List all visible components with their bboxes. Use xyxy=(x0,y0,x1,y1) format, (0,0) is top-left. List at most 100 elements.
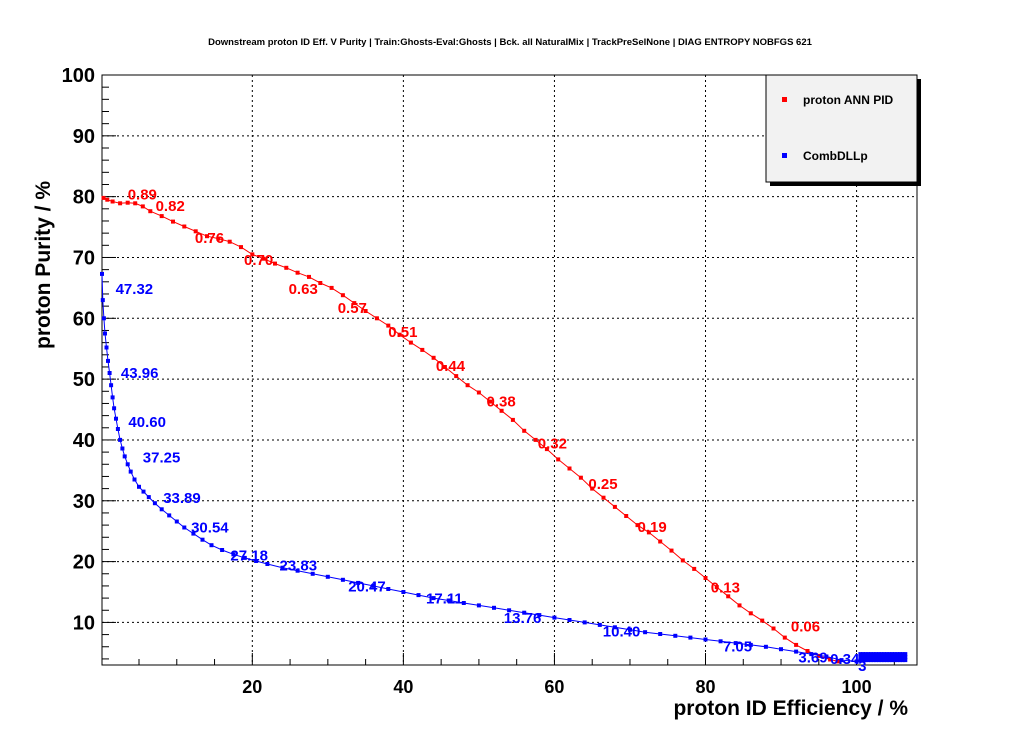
y-tick-label-40: 40 xyxy=(73,430,95,452)
y-axis-title: proton Purity / % xyxy=(32,181,55,349)
data-point xyxy=(748,611,753,616)
data-point xyxy=(254,559,259,563)
data-point xyxy=(110,395,115,400)
data-point xyxy=(133,201,138,206)
data-point xyxy=(748,642,753,647)
data-point xyxy=(871,658,876,663)
data-point xyxy=(408,340,413,345)
data-label: 0.76 xyxy=(195,230,224,247)
grid xyxy=(102,75,917,665)
data-label: 0.32 xyxy=(538,436,567,453)
data-point xyxy=(476,603,481,608)
data-point xyxy=(835,659,840,664)
data-point xyxy=(863,658,868,663)
data-point xyxy=(128,469,133,474)
data-point xyxy=(680,558,685,563)
data-label: 20.47 xyxy=(348,578,386,595)
data-point xyxy=(310,571,315,576)
data-label: 0.70 xyxy=(244,252,273,269)
data-point xyxy=(868,652,873,657)
series-1 xyxy=(100,271,908,664)
data-point xyxy=(454,374,459,379)
data-point xyxy=(794,649,799,654)
data-point xyxy=(601,495,606,500)
data-point xyxy=(876,655,881,660)
data-point xyxy=(624,514,629,518)
data-point xyxy=(152,501,157,506)
data-label: 17.11 xyxy=(426,591,463,608)
data-point xyxy=(141,489,146,494)
data-label: 13.76 xyxy=(504,610,542,627)
data-point xyxy=(476,390,481,395)
data-point xyxy=(492,605,496,610)
y-tick-label-20: 20 xyxy=(73,552,95,574)
data-point xyxy=(809,652,814,657)
data-point xyxy=(763,644,768,649)
data-point xyxy=(858,658,863,663)
y-tick-label-100: 100 xyxy=(62,65,95,87)
data-point xyxy=(733,641,738,646)
data-point xyxy=(115,427,120,431)
data-point xyxy=(884,655,889,660)
data-point xyxy=(884,658,889,663)
data-point xyxy=(903,655,908,660)
data-point xyxy=(401,590,406,594)
data-point xyxy=(499,408,504,413)
data-point xyxy=(643,630,648,635)
data-point xyxy=(866,655,871,660)
data-point xyxy=(522,428,527,433)
data-point xyxy=(159,507,164,512)
data-point xyxy=(863,652,868,657)
data-point xyxy=(125,462,130,467)
data-label: 0.51 xyxy=(388,324,417,341)
data-point xyxy=(861,655,865,660)
y-tick-label-70: 70 xyxy=(73,247,95,269)
data-point xyxy=(239,245,243,250)
data-point xyxy=(220,548,225,552)
data-label: 0.44 xyxy=(436,358,466,375)
data-point xyxy=(227,239,232,244)
data-point xyxy=(892,658,897,663)
data-point xyxy=(101,195,106,200)
data-point xyxy=(174,519,179,524)
data-point xyxy=(612,625,617,630)
data-point xyxy=(578,475,583,480)
data-point xyxy=(887,655,892,660)
data-point xyxy=(903,658,908,663)
data-point xyxy=(250,252,255,257)
data-point xyxy=(858,652,863,657)
data-point xyxy=(779,647,783,652)
data-point xyxy=(879,658,884,663)
data-point xyxy=(895,652,900,657)
data-label: 27.18 xyxy=(230,547,268,564)
data-point xyxy=(760,618,765,623)
data-point xyxy=(118,437,123,442)
data-point xyxy=(340,293,345,298)
data-point xyxy=(295,568,300,573)
data-point xyxy=(125,200,130,205)
data-point xyxy=(325,574,330,579)
data-point xyxy=(137,484,141,489)
x-tick-label-100: 100 xyxy=(842,677,872,697)
y-tick-label-30: 30 xyxy=(73,491,95,513)
data-label: 0.06 xyxy=(791,619,820,636)
data-point xyxy=(374,316,379,321)
data-point xyxy=(105,197,110,202)
data-point xyxy=(816,653,821,658)
data-point xyxy=(242,555,247,560)
data-point xyxy=(265,562,270,566)
data-point xyxy=(295,270,300,275)
data-point xyxy=(882,658,887,663)
data-point xyxy=(200,537,205,542)
data-point xyxy=(567,466,572,471)
data-point xyxy=(231,552,236,557)
data-point xyxy=(882,652,887,657)
data-label: 0.57 xyxy=(338,300,367,317)
data-point xyxy=(112,406,117,411)
data-point xyxy=(488,399,493,404)
data-point xyxy=(101,316,106,321)
data-point xyxy=(874,658,879,663)
legend-marker-dll xyxy=(782,153,787,158)
data-point xyxy=(431,355,436,360)
data-point xyxy=(890,652,895,657)
